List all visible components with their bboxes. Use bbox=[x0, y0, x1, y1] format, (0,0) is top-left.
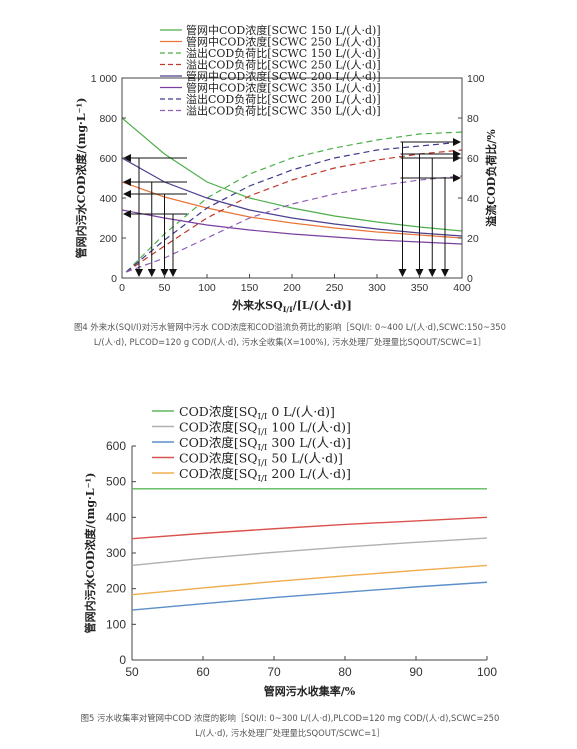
legend-label: 溢出COD负荷比[SCWC 250 L/(人·d)] bbox=[186, 58, 381, 72]
legend-label: COD浓度[SQI/I​ 100 L/(人·d)] bbox=[179, 420, 351, 438]
x-tick-label: 100 bbox=[198, 282, 216, 294]
x-axis-label: 外来水SQI/I​/[L/(人·d)] bbox=[231, 298, 352, 314]
y2-tick-label: 100 bbox=[467, 73, 485, 85]
y-tick-label: 0 bbox=[111, 273, 117, 285]
y-tick-label: 600 bbox=[106, 439, 126, 453]
y-axis-label: 管网内污水COD浓度/(mg·L⁻¹) bbox=[83, 473, 97, 634]
x-tick-label: 250 bbox=[326, 282, 344, 294]
y-tick-label: 100 bbox=[106, 617, 126, 631]
series-line bbox=[131, 516, 488, 540]
y-tick-label: 300 bbox=[106, 546, 126, 560]
series-line bbox=[125, 131, 463, 273]
y-tick-label: 500 bbox=[106, 475, 126, 489]
y-tick-label: 1 000 bbox=[91, 73, 117, 85]
y-tick-label: 200 bbox=[106, 582, 126, 596]
x-tick-label: 400 bbox=[453, 282, 471, 294]
series-line bbox=[121, 157, 463, 237]
series-line bbox=[121, 117, 463, 232]
y-tick-label: 600 bbox=[99, 153, 117, 165]
y2-tick-label: 60 bbox=[467, 153, 479, 165]
legend-label: COD浓度[SQI/I​ 0 L/(人·d)] bbox=[179, 404, 335, 422]
figure-4-caption: 图4 外来水(SQI/I)对污水管网中污水 COD浓度和COD溢流负荷比的影响［… bbox=[74, 322, 506, 347]
series-line bbox=[121, 181, 463, 239]
y-axis-label: 管网内污水COD浓度/(mg·L⁻¹) bbox=[74, 98, 88, 259]
legend-label: COD浓度[SQI/I​ 50 L/(人·d)] bbox=[179, 451, 343, 469]
x-tick-label: 350 bbox=[411, 282, 429, 294]
y2-tick-label: 80 bbox=[467, 113, 479, 125]
series-line bbox=[126, 175, 463, 273]
legend-label: COD浓度[SQI/I​ 200 L/(人·d)] bbox=[179, 466, 351, 484]
x-tick-label: 50 bbox=[159, 282, 171, 294]
y-tick-label: 0 bbox=[119, 653, 126, 667]
x-tick-label: 200 bbox=[283, 282, 301, 294]
legend-label: 管网中COD浓度[SCWC 200 L/(人·d)] bbox=[186, 69, 381, 83]
y-tick-label: 200 bbox=[99, 233, 117, 245]
series-line bbox=[121, 209, 463, 245]
y-tick-label: 400 bbox=[106, 510, 126, 524]
x-tick-label: 300 bbox=[368, 282, 386, 294]
legend-label: 溢出COD负荷比[SCWC 350 L/(人·d)] bbox=[186, 104, 381, 118]
y2-tick-label: 0 bbox=[467, 273, 473, 285]
series-line bbox=[131, 564, 488, 596]
legend-label: 管网中COD浓度[SCWC 350 L/(人·d)] bbox=[186, 81, 381, 95]
legend-label: 管网中COD浓度[SCWC 150 L/(人·d)] bbox=[186, 23, 381, 37]
legend-label: 溢出COD负荷比[SCWC 200 L/(人·d)] bbox=[186, 92, 381, 106]
x-tick-label: 0 bbox=[119, 282, 125, 294]
y2-axis-label: 溢流COD负荷比/% bbox=[484, 129, 498, 227]
x-tick-label: 100 bbox=[477, 665, 497, 679]
x-tick-label: 90 bbox=[409, 665, 423, 679]
figure-5-caption: 图5 污水收集率对管网中COD 浓度的影响［SQI/I: 0~300 L/(人·… bbox=[80, 713, 500, 738]
x-tick-label: 70 bbox=[267, 665, 281, 679]
series-line bbox=[131, 537, 488, 567]
y-tick-label: 400 bbox=[99, 193, 117, 205]
legend-label: 管网中COD浓度[SCWC 250 L/(人·d)] bbox=[186, 35, 381, 49]
series-line bbox=[125, 141, 463, 273]
x-tick-label: 80 bbox=[338, 665, 352, 679]
x-axis-label: 管网污水收集率/% bbox=[264, 684, 356, 698]
x-tick-label: 50 bbox=[125, 665, 139, 679]
series-line bbox=[131, 581, 488, 611]
series-line bbox=[125, 149, 463, 273]
legend-label: COD浓度[SQI/I​ 300 L/(人·d)] bbox=[179, 435, 351, 453]
legend-label: 溢出COD负荷比[SCWC 150 L/(人·d)] bbox=[186, 46, 381, 60]
x-tick-label: 150 bbox=[241, 282, 259, 294]
y-tick-label: 800 bbox=[99, 113, 117, 125]
y2-tick-label: 40 bbox=[467, 193, 479, 205]
x-tick-label: 60 bbox=[196, 665, 210, 679]
chart-fig5: 50 60 70 80 90 100 0 100 200 300 400 500 600 管网污水收集率/… bbox=[83, 404, 497, 698]
y2-tick-label: 20 bbox=[467, 233, 479, 245]
